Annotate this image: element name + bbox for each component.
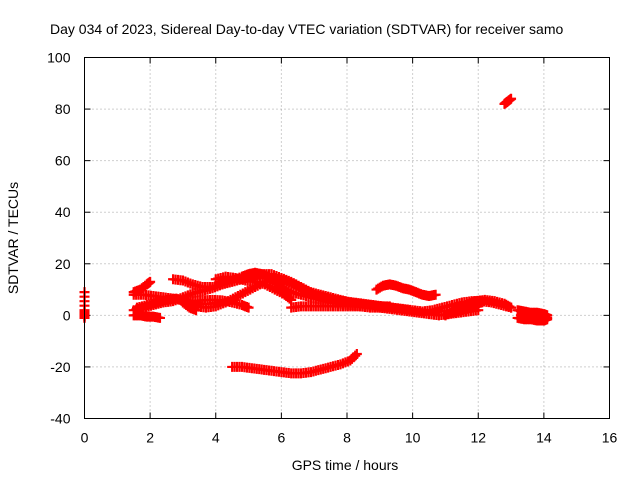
- x-tick-label: 0: [81, 430, 89, 446]
- y-tick-label: -20: [50, 359, 70, 375]
- series-arc-d: [128, 310, 165, 323]
- y-tick-label: 80: [55, 101, 71, 117]
- series-arc-j: [286, 301, 415, 316]
- data-point: [506, 302, 517, 313]
- x-tick-label: 12: [470, 430, 486, 446]
- data-point: [154, 312, 165, 323]
- x-axis-label: GPS time / hours: [292, 457, 399, 473]
- data-point: [243, 302, 254, 313]
- series-arc-i: [210, 271, 297, 305]
- plot-frame: [84, 57, 610, 419]
- series-arc-m: [447, 301, 484, 318]
- series-arc-k: [371, 279, 441, 302]
- data-point: [145, 276, 156, 287]
- x-tick-label: 10: [405, 430, 421, 446]
- data-point: [473, 301, 484, 312]
- data-point: [506, 93, 517, 104]
- x-tick-label: 6: [277, 430, 285, 446]
- x-tick-label: 14: [536, 430, 552, 446]
- data-series: [79, 93, 553, 379]
- x-tick-labels: 0 2 4 6 8 10 12 14 16: [81, 430, 618, 446]
- series-arc-h: [177, 297, 202, 316]
- data-point: [284, 293, 295, 304]
- series-arc-p: [515, 310, 553, 323]
- series-arc-r: [227, 349, 362, 379]
- y-tick-label: 60: [55, 153, 71, 169]
- y-tick-label: 40: [55, 204, 71, 220]
- y-axis-label: SDTVAR / TECUs: [5, 182, 21, 294]
- x-tick-label: 16: [602, 430, 618, 446]
- data-point: [351, 349, 362, 360]
- y-tick-labels: -40 -20 0 20 40 60 80 100: [47, 50, 71, 427]
- data-point: [191, 305, 202, 316]
- data-point: [350, 350, 361, 361]
- y-tick-label: 100: [47, 50, 71, 66]
- data-point: [404, 305, 415, 316]
- y-tick-label: 0: [63, 307, 71, 323]
- y-tick-label: -40: [50, 411, 70, 427]
- data-point: [430, 289, 441, 300]
- chart-title: Day 034 of 2023, Sidereal Day-to-day VTE…: [50, 21, 563, 37]
- x-tick-label: 2: [146, 430, 154, 446]
- x-tick-label: 4: [212, 430, 220, 446]
- y-tick-label: 20: [55, 256, 71, 272]
- x-tick-label: 8: [343, 430, 351, 446]
- data-point: [542, 312, 553, 323]
- series-arc-q: [499, 93, 517, 109]
- grid-lines: [84, 57, 610, 419]
